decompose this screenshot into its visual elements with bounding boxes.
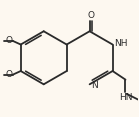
Text: N: N	[91, 80, 98, 90]
Text: O: O	[5, 70, 12, 79]
Text: O: O	[87, 11, 94, 20]
Text: HN: HN	[119, 93, 132, 102]
Text: NH: NH	[114, 39, 128, 48]
Text: O: O	[5, 36, 12, 45]
